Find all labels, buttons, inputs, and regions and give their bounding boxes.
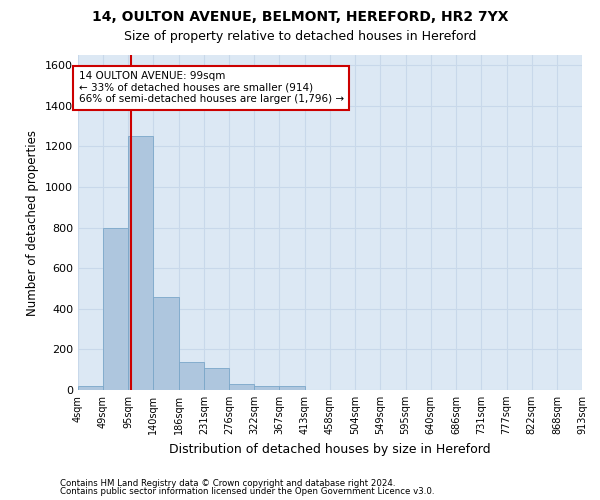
Bar [103,228,128,390]
Bar [179,362,204,390]
Text: Size of property relative to detached houses in Hereford: Size of property relative to detached ho… [124,30,476,43]
Text: Contains HM Land Registry data © Crown copyright and database right 2024.: Contains HM Land Registry data © Crown c… [60,478,395,488]
Bar [204,368,229,390]
Text: Contains public sector information licensed under the Open Government Licence v3: Contains public sector information licen… [60,487,434,496]
Y-axis label: Number of detached properties: Number of detached properties [26,130,40,316]
X-axis label: Distribution of detached houses by size in Hereford: Distribution of detached houses by size … [169,442,491,456]
Bar [279,386,305,390]
Bar [78,386,103,390]
Bar [128,136,154,390]
Bar [154,296,179,390]
Text: 14, OULTON AVENUE, BELMONT, HEREFORD, HR2 7YX: 14, OULTON AVENUE, BELMONT, HEREFORD, HR… [92,10,508,24]
Bar [229,384,254,390]
Text: 14 OULTON AVENUE: 99sqm
← 33% of detached houses are smaller (914)
66% of semi-d: 14 OULTON AVENUE: 99sqm ← 33% of detache… [79,71,344,104]
Bar [254,386,279,390]
